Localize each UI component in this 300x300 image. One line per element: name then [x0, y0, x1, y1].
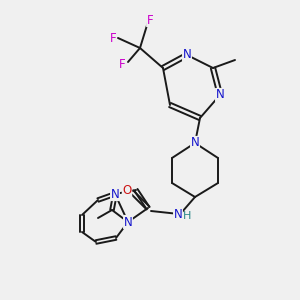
Text: F: F	[147, 14, 153, 26]
Text: F: F	[119, 58, 125, 71]
Text: N: N	[174, 208, 182, 221]
Text: N: N	[124, 215, 132, 229]
Text: F: F	[110, 32, 116, 44]
Text: H: H	[183, 211, 191, 221]
Text: N: N	[183, 49, 191, 62]
Text: N: N	[216, 88, 224, 101]
Text: O: O	[122, 184, 132, 196]
Text: N: N	[190, 136, 200, 149]
Text: N: N	[111, 188, 119, 200]
